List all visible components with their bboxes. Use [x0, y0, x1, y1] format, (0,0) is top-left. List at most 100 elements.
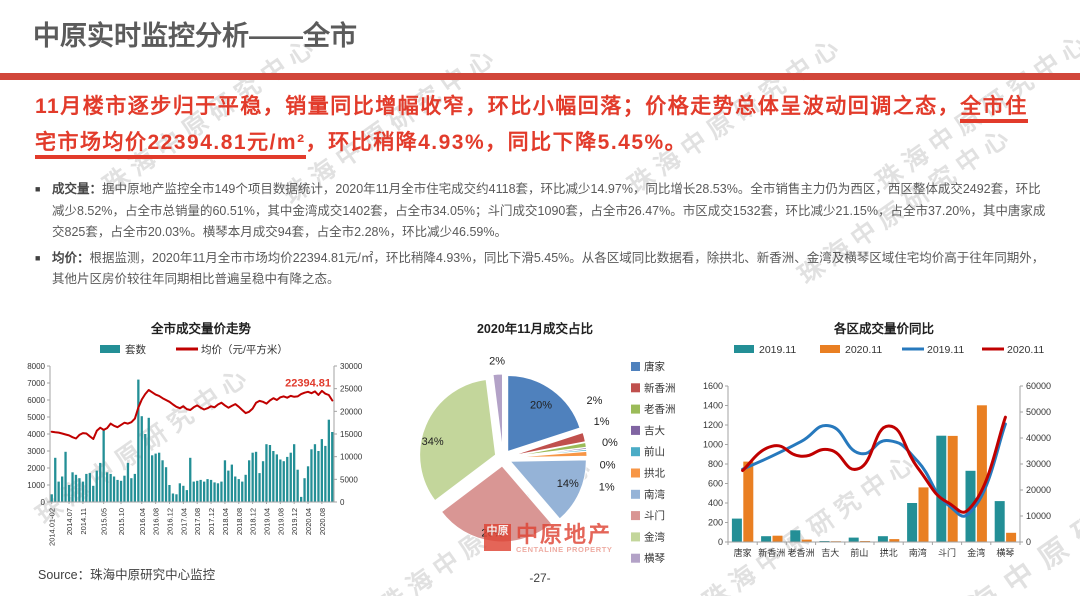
bullet-label: 成交量：	[52, 182, 103, 196]
svg-text:2016.08: 2016.08	[152, 508, 161, 535]
svg-text:40000: 40000	[1026, 433, 1051, 443]
svg-text:2020.04: 2020.04	[304, 508, 313, 535]
district-yoy-chart: 各区成交量价同比 2019.11 2020.11 2019.11 2020.11 0 200…	[690, 318, 1078, 573]
svg-text:2019.11: 2019.11	[759, 344, 796, 356]
bullet-marker: ■	[35, 184, 41, 194]
svg-text:3000: 3000	[27, 447, 45, 456]
svg-text:拱北: 拱北	[644, 467, 665, 480]
svg-text:400: 400	[708, 498, 723, 508]
svg-text:新香洲: 新香洲	[758, 547, 785, 558]
svg-text:前山: 前山	[850, 547, 868, 558]
centaline-logo: 中原 中原地产 CENTALINE PROPERTY	[484, 524, 613, 554]
svg-text:7000: 7000	[27, 379, 45, 388]
svg-text:唐家: 唐家	[734, 547, 752, 558]
svg-text:200: 200	[708, 518, 723, 528]
bullet-text: 根据监测，2020年11月全市市场均价22394.81元/㎡，环比稍降4.93%…	[52, 250, 1045, 287]
svg-text:2017.04: 2017.04	[179, 508, 188, 535]
svg-text:横琴: 横琴	[644, 552, 665, 565]
svg-text:20000: 20000	[340, 407, 363, 416]
svg-text:吉大: 吉大	[644, 424, 665, 437]
svg-text:0: 0	[1026, 537, 1031, 547]
svg-text:2%: 2%	[587, 395, 603, 407]
headline-line-2: 宅市场均价22394.81元/m²，环比稍降4.93%，同比下降5.45%。	[35, 125, 1065, 161]
svg-text:金湾: 金湾	[644, 530, 665, 543]
svg-text:14%: 14%	[557, 478, 579, 490]
svg-text:均价（元/平方米）: 均价（元/平方米）	[201, 343, 288, 356]
svg-text:2017.12: 2017.12	[207, 508, 216, 535]
headline-text: 11月楼市逐步归于平稳，销量同比增幅收窄，环比小幅回落；价格走势总体呈波动回调之…	[35, 95, 961, 118]
headline-line-1: 11月楼市逐步归于平稳，销量同比增幅收窄，环比小幅回落；价格走势总体呈波动回调之…	[35, 89, 1065, 125]
svg-text:2020年11月成交占比: 2020年11月成交占比	[477, 321, 594, 336]
source-note: Source：珠海中原研究中心监控	[38, 568, 216, 582]
headline-text: ，环比稍降4.93%，同比下降5.45%。	[305, 131, 688, 154]
svg-text:2019.11: 2019.11	[927, 344, 964, 356]
svg-text:拱北: 拱北	[880, 547, 898, 558]
svg-text:2020.08: 2020.08	[318, 508, 327, 535]
volume-price-trend-chart: 全市成交量价走势 套数 均价（元/平方米） 0 1000 2000 3000 4000 5000…	[16, 318, 386, 571]
svg-text:老香洲: 老香洲	[644, 403, 676, 416]
svg-text:2020.11: 2020.11	[845, 344, 882, 356]
title-divider	[0, 73, 1080, 80]
svg-text:2015.05: 2015.05	[100, 508, 109, 535]
svg-text:2%: 2%	[489, 356, 505, 368]
svg-text:1000: 1000	[703, 440, 723, 450]
bullet-list: ■ 成交量：据中原地产监控全市149个项目数据统计，2020年11月全市住宅成交约…	[35, 179, 1053, 295]
svg-text:10000: 10000	[340, 453, 363, 462]
svg-text:0: 0	[41, 498, 46, 507]
svg-text:22394.81: 22394.81	[285, 377, 331, 389]
centaline-logo-badge: 中原	[484, 524, 511, 551]
chart-svg: 2020年11月成交占比20%2%1%0%0%1%14%26%34%2%唐家新香…	[419, 321, 676, 565]
svg-text:15000: 15000	[340, 430, 363, 439]
svg-text:60000: 60000	[1026, 381, 1051, 391]
svg-text:斗门: 斗门	[938, 547, 956, 558]
svg-text:800: 800	[708, 459, 723, 469]
chart-svg: 各区成交量价同比 2019.11 2020.11 2019.11 2020.11 0 200…	[703, 321, 1051, 558]
centaline-logo-cn: 中原地产	[516, 522, 613, 547]
svg-text:2014.01-02: 2014.01-02	[48, 508, 57, 546]
svg-text:2019.08: 2019.08	[276, 508, 285, 535]
svg-text:2017.08: 2017.08	[193, 508, 202, 535]
svg-text:2014.11: 2014.11	[79, 508, 88, 535]
svg-text:南湾: 南湾	[909, 547, 927, 558]
svg-text:2018.04: 2018.04	[221, 508, 230, 535]
svg-text:唐家: 唐家	[644, 360, 665, 373]
svg-text:全市成交量价走势: 全市成交量价走势	[150, 321, 252, 336]
svg-text:1400: 1400	[703, 401, 723, 411]
svg-text:老香洲: 老香洲	[787, 547, 814, 558]
svg-text:2016.04: 2016.04	[138, 508, 147, 535]
svg-text:前山: 前山	[644, 445, 665, 458]
svg-text:金湾: 金湾	[967, 547, 985, 558]
bullet-marker: ■	[35, 252, 41, 263]
charts-row: 全市成交量价走势 套数 均价（元/平方米） 0 1000 2000 3000 4000 5000…	[0, 318, 1080, 570]
svg-text:1%: 1%	[594, 416, 610, 428]
svg-text:5000: 5000	[340, 475, 358, 484]
svg-text:34%: 34%	[422, 436, 444, 448]
svg-text:2018.12: 2018.12	[249, 508, 258, 535]
svg-text:30000: 30000	[1026, 459, 1051, 469]
svg-text:吉大: 吉大	[821, 547, 839, 558]
svg-text:20%: 20%	[530, 400, 552, 412]
bullet-item-price: ■ 均价：根据监测，2020年11月全市市场均价22394.81元/㎡，环比稍降4…	[35, 248, 1053, 291]
bullet-label: 均价：	[52, 250, 90, 265]
svg-text:8000: 8000	[27, 362, 45, 371]
svg-text:6000: 6000	[27, 396, 45, 405]
svg-text:0: 0	[718, 537, 723, 547]
page-title: 中原实时监控分析——全市	[33, 21, 357, 51]
svg-text:新香洲: 新香洲	[644, 381, 676, 394]
svg-text:2020.11: 2020.11	[1007, 344, 1044, 356]
svg-text:2019.04: 2019.04	[263, 508, 272, 535]
svg-text:600: 600	[708, 479, 723, 489]
svg-text:横琴: 横琴	[996, 547, 1014, 558]
svg-text:2016.12: 2016.12	[166, 508, 175, 535]
svg-text:2014.07: 2014.07	[65, 508, 74, 535]
svg-text:0%: 0%	[600, 459, 616, 471]
svg-text:50000: 50000	[1026, 407, 1051, 417]
headline-underlined-text: 全市住	[960, 95, 1028, 123]
svg-text:0%: 0%	[602, 437, 618, 449]
centaline-logo-en: CENTALINE PROPERTY	[516, 545, 613, 554]
svg-text:10000: 10000	[1026, 511, 1051, 521]
svg-text:2000: 2000	[27, 464, 45, 473]
svg-text:2019.12: 2019.12	[290, 508, 299, 535]
svg-text:30000: 30000	[340, 362, 363, 371]
svg-text:1200: 1200	[703, 420, 723, 430]
